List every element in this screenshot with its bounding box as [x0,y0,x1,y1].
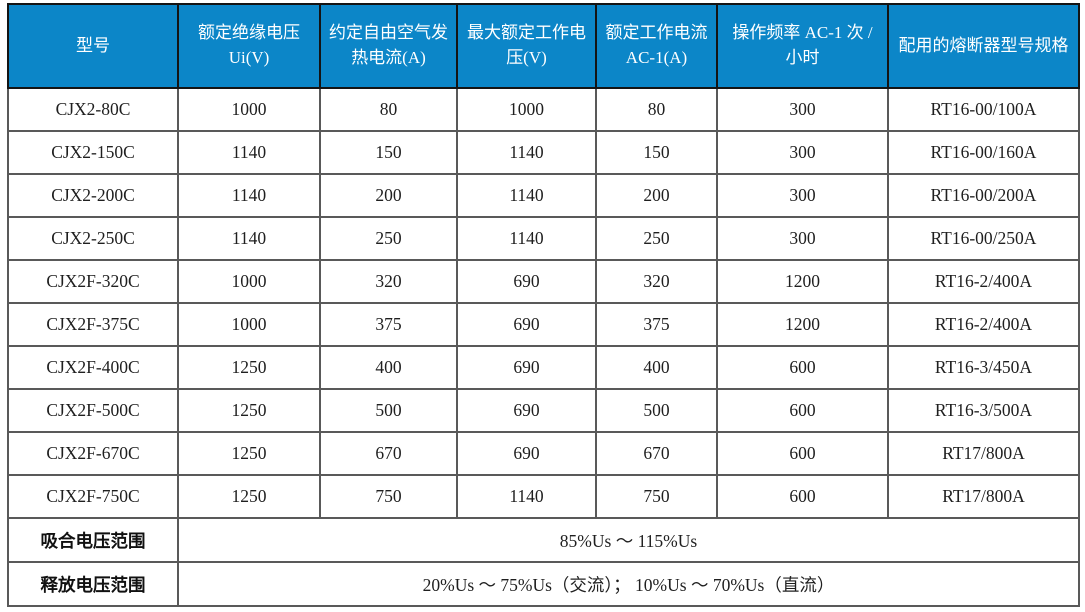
table-row: CJX2-200C 1140 200 1140 200 300 RT16-00/… [7,173,1080,218]
cell-model: CJX2F-750C [7,474,179,519]
table-cell: 1140 [177,173,321,218]
cell-model: CJX2F-500C [7,388,179,433]
pickup-voltage-range-row: 吸合电压范围 85%Us ～ 115%Us [7,517,1080,563]
table-row: CJX2-80C 1000 80 1000 80 300 RT16-00/100… [7,87,1080,132]
table-cell: 150 [595,130,718,175]
cell-model: CJX2F-400C [7,345,179,390]
table-cell: 400 [319,345,458,390]
table-row: CJX2F-375C 1000 375 690 375 1200 RT16-2/… [7,302,1080,347]
release-voltage-range-value: 20%Us ～ 75%Us（交流）； 10%Us ～ 70%Us（直流） [177,561,1080,607]
table-cell: 670 [595,431,718,476]
release-voltage-range-label: 释放电压范围 [7,561,179,607]
table-cell: 670 [319,431,458,476]
table-cell: 690 [456,259,597,304]
table-cell: 500 [595,388,718,433]
table-cell: 300 [716,130,889,175]
table-cell: 1000 [177,87,321,132]
table-cell: 80 [319,87,458,132]
table-cell: 1250 [177,431,321,476]
table-cell: 750 [595,474,718,519]
table-cell: 320 [319,259,458,304]
table-cell: 1200 [716,302,889,347]
table-cell: 150 [319,130,458,175]
cell-model: CJX2-80C [7,87,179,132]
table-cell: 600 [716,345,889,390]
table-cell: 1200 [716,259,889,304]
col-header-fuse-type-spec: 配用的熔断器型号规格 [887,3,1080,89]
table-cell: 200 [319,173,458,218]
cell-fuse-spec: RT17/800A [887,474,1080,519]
table-cell: 1140 [456,130,597,175]
table-cell: 1250 [177,345,321,390]
table-cell: 375 [595,302,718,347]
cell-model: CJX2F-375C [7,302,179,347]
cell-model: CJX2-250C [7,216,179,261]
table-cell: 250 [319,216,458,261]
table-cell: 1000 [177,259,321,304]
col-header-model: 型号 [7,3,179,89]
table-cell: 690 [456,345,597,390]
cell-fuse-spec: RT16-3/500A [887,388,1080,433]
cell-fuse-spec: RT16-2/400A [887,259,1080,304]
table-cell: 690 [456,388,597,433]
table-cell: 1140 [456,474,597,519]
cell-model: CJX2F-320C [7,259,179,304]
col-header-rated-insulation-voltage: 额定绝缘电压 Ui(V) [177,3,321,89]
table-cell: 1250 [177,388,321,433]
header-row: 型号 额定绝缘电压 Ui(V) 约定自由空气发热电流(A) 最大额定工作电压(V… [7,3,1080,89]
table-cell: 600 [716,431,889,476]
col-header-operating-frequency: 操作频率 AC-1 次 / 小时 [716,3,889,89]
table-cell: 690 [456,431,597,476]
table-cell: 1140 [177,130,321,175]
table-cell: 1000 [456,87,597,132]
table-cell: 80 [595,87,718,132]
table-cell: 690 [456,302,597,347]
table-cell: 300 [716,173,889,218]
cell-model: CJX2-150C [7,130,179,175]
table-cell: 300 [716,216,889,261]
cell-fuse-spec: RT16-00/200A [887,173,1080,218]
cell-fuse-spec: RT16-00/100A [887,87,1080,132]
table-row: CJX2F-400C 1250 400 690 400 600 RT16-3/4… [7,345,1080,390]
cell-model: CJX2-200C [7,173,179,218]
table-row: CJX2F-670C 1250 670 690 670 600 RT17/800… [7,431,1080,476]
table-row: CJX2-150C 1140 150 1140 150 300 RT16-00/… [7,130,1080,175]
table-cell: 1140 [177,216,321,261]
table-cell: 600 [716,388,889,433]
pickup-voltage-range-label: 吸合电压范围 [7,517,179,563]
table-cell: 200 [595,173,718,218]
table-row: CJX2F-750C 1250 750 1140 750 600 RT17/80… [7,474,1080,519]
table-cell: 1140 [456,173,597,218]
table-cell: 750 [319,474,458,519]
table-cell: 250 [595,216,718,261]
release-voltage-range-row: 释放电压范围 20%Us ～ 75%Us（交流）； 10%Us ～ 70%Us（… [7,561,1080,607]
table-cell: 320 [595,259,718,304]
col-header-free-air-thermal-current: 约定自由空气发热电流(A) [319,3,458,89]
table-cell: 300 [716,87,889,132]
col-header-rated-working-current-ac1: 额定工作电流 AC-1(A) [595,3,718,89]
table-cell: 1250 [177,474,321,519]
cell-fuse-spec: RT16-2/400A [887,302,1080,347]
cell-fuse-spec: RT16-00/250A [887,216,1080,261]
table-row: CJX2-250C 1140 250 1140 250 300 RT16-00/… [7,216,1080,261]
table-row: CJX2F-500C 1250 500 690 500 600 RT16-3/5… [7,388,1080,433]
table-row: CJX2F-320C 1000 320 690 320 1200 RT16-2/… [7,259,1080,304]
contactor-spec-table: 型号 额定绝缘电压 Ui(V) 约定自由空气发热电流(A) 最大额定工作电压(V… [7,3,1080,607]
table-cell: 400 [595,345,718,390]
pickup-voltage-range-value: 85%Us ～ 115%Us [177,517,1080,563]
table-cell: 500 [319,388,458,433]
cell-fuse-spec: RT17/800A [887,431,1080,476]
cell-fuse-spec: RT16-00/160A [887,130,1080,175]
cell-fuse-spec: RT16-3/450A [887,345,1080,390]
table-cell: 600 [716,474,889,519]
table-cell: 1140 [456,216,597,261]
table-cell: 375 [319,302,458,347]
table-cell: 1000 [177,302,321,347]
col-header-max-rated-working-voltage: 最大额定工作电压(V) [456,3,597,89]
cell-model: CJX2F-670C [7,431,179,476]
